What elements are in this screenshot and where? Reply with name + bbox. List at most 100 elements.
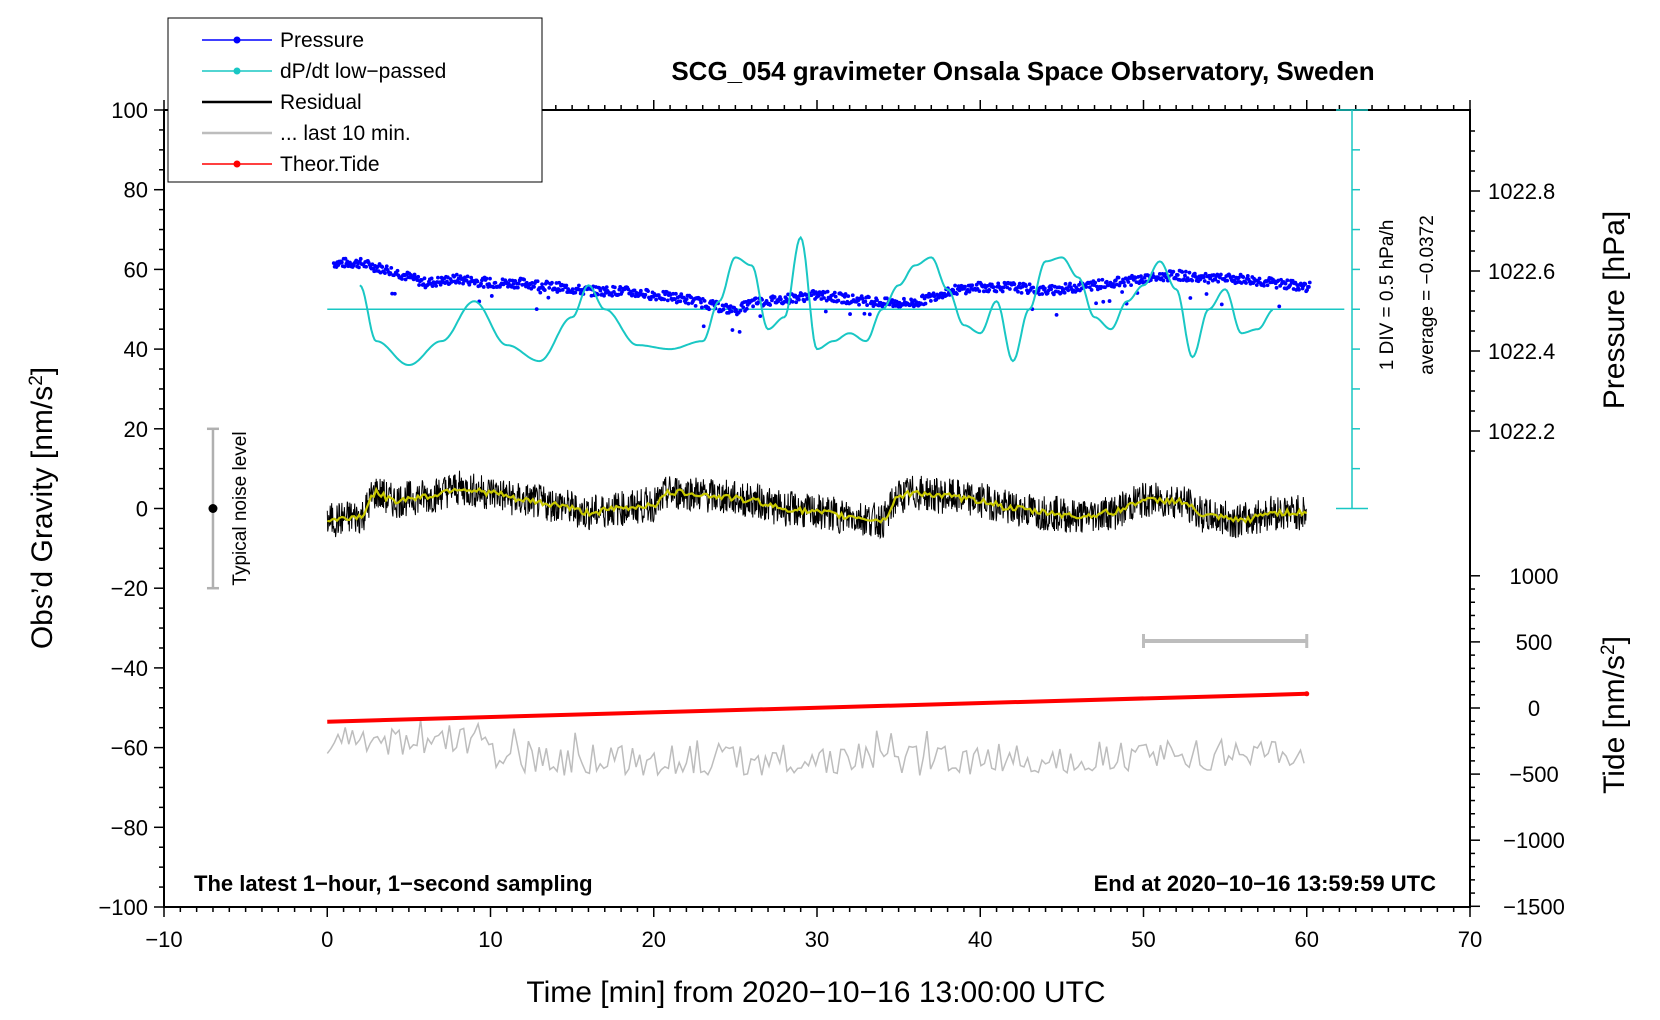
pressure-point [384,264,389,269]
pressure-point [532,284,536,289]
pressure-point [630,292,635,297]
dpdt-series-line [359,235,1274,367]
pressure-point [1245,274,1250,278]
residual-smoothed-line [327,486,1308,525]
y-tick-label: −80 [111,815,148,840]
pressure-point [416,274,421,279]
pressure-point [756,300,761,305]
pressure-point [867,295,871,300]
pressure-point [1016,289,1020,294]
pressure-point [701,324,706,329]
legend-label: Residual [280,91,362,114]
x-tick-label: 0 [321,927,333,952]
pressure-point [931,291,936,296]
note-left: The latest 1−hour, 1−second sampling [194,871,593,896]
legend-swatch-marker [233,160,241,168]
pressure-point [434,283,439,288]
legend-label: Theor.Tide [280,153,380,176]
pressure-point [493,280,498,285]
pressure-point [400,277,404,281]
pressure-point [1285,278,1290,283]
pressure-point [452,274,456,279]
legend-label: ... last 10 min. [280,122,411,145]
pressure-point [1107,299,1112,303]
pressure-point [784,296,789,301]
labels-layer: −10 0 10 20 30 40 50 60 70−100−80−60−40−20020406… [26,17,1631,1009]
pressure-point [665,298,670,303]
pressure-point [638,288,643,293]
x-tick-label: 50 [1131,927,1155,952]
pressure-point [419,278,424,282]
pressure-point [1012,282,1017,287]
pressure-point [550,280,554,285]
pressure-point [684,297,689,302]
pressure-point [662,297,667,302]
pressure-point [737,329,742,334]
average-label: average = −0.0372 [1417,215,1438,375]
pressure-point [782,299,787,304]
tide-tick-label: −1000 [1503,828,1565,853]
pressure-point [358,256,363,261]
pressure-point [403,277,408,282]
pressure-point [342,264,347,269]
pressure-point [472,281,477,286]
pressure-point [522,277,527,282]
pressure-point [1062,290,1067,295]
pressure-point [1183,273,1187,278]
y-axis-title: Obs’d Gravity [nm/s2] [26,367,60,649]
pressure-point [484,276,489,281]
pressure-point [850,293,855,298]
pressure-point [963,284,967,289]
pressure-point [673,291,678,296]
pressure-point [857,302,861,307]
pressure-point [538,290,543,295]
pressure-point [534,307,539,312]
pressure-point [454,272,459,277]
pressure-point [751,304,755,309]
pressure-point [626,287,631,292]
pressure-point [602,293,606,298]
tide-end-point [1304,691,1310,697]
pressure-point [1265,283,1270,288]
tide-tick-label: 0 [1528,696,1540,721]
pressure-point [1096,278,1101,283]
x-tick-label: 20 [642,927,666,952]
pressure-point [1094,301,1098,306]
pressure-point [1241,275,1246,280]
pressure-point [1297,287,1301,292]
legend-swatch-marker [233,36,241,44]
pressure-point [1254,283,1259,287]
pressure-point [489,294,494,298]
pressure-point [564,283,569,288]
pressure-point [535,279,540,284]
pressure-point [902,296,906,301]
pressure-tick-label: 1022.6 [1488,259,1555,284]
pressure-point [994,289,999,294]
pressure-point [1204,292,1209,296]
pressure-point [618,285,623,289]
pressure-point [977,289,982,294]
x-tick-label: 60 [1295,927,1319,952]
pressure-point [1219,302,1224,307]
x-tick-label: 10 [478,927,502,952]
pressure-point [392,291,397,296]
pressure-point [515,285,520,290]
pressure-point [1119,280,1124,285]
pressure-point [1213,277,1218,282]
pressure-point [1305,288,1309,292]
note-right: End at 2020−10−16 13:59:59 UTC [1094,871,1437,896]
y-tick-label: 60 [124,257,148,282]
pressure-point [1180,270,1185,274]
pressure-point [1175,273,1180,277]
pressure-point [932,294,937,299]
legend-swatch-marker [233,67,241,75]
pressure-point [836,298,841,303]
pressure-point [833,294,838,299]
pressure-point [1303,282,1308,286]
pressure-point [643,292,648,297]
pressure-point [953,283,958,288]
pressure-point [1116,275,1121,280]
pressure-point [741,305,746,310]
noise-label: Typical noise level [230,431,251,585]
